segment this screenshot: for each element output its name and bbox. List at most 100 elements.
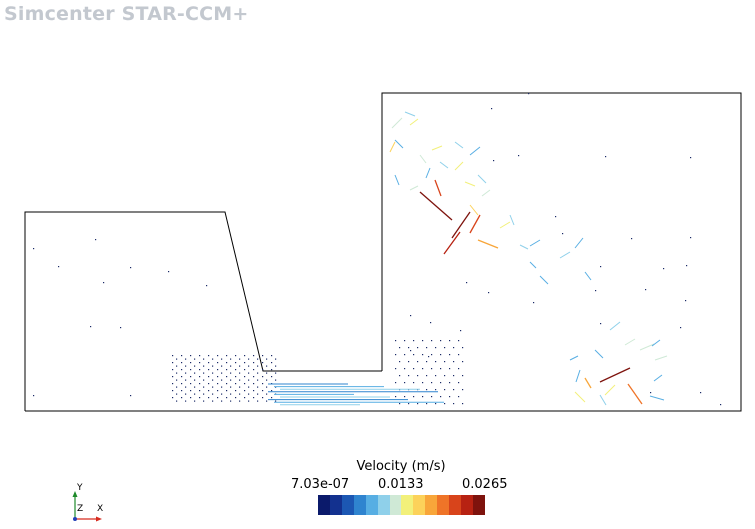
colorbar-swatch [389,495,402,515]
velocity-vector-point [458,354,460,356]
velocity-vector-point [176,393,178,395]
colorbar-swatch [353,495,366,515]
velocity-vector-point [235,362,237,364]
velocity-vector-point [217,376,219,378]
velocity-vector-point [458,368,460,370]
velocity-vector-point [226,376,228,378]
velocity-vector-point [181,369,183,371]
velocity-vector-point [491,108,493,110]
velocity-vector-point [600,266,602,268]
velocity-vector-point [440,396,442,398]
velocity-vector-point [203,358,205,360]
velocity-vector-point [595,290,597,292]
velocity-vector-point [431,382,433,384]
velocity-vector [469,214,481,234]
velocity-vector-point [275,400,277,402]
velocity-vector-point [399,347,401,349]
velocity-vector-point [176,365,178,367]
velocity-vector [574,391,586,403]
velocity-vector-point [686,265,688,267]
velocity-vector-point [488,292,490,294]
velocity-vector-point [248,358,250,360]
velocity-vector-point [449,368,451,370]
velocity-vector-point [235,376,237,378]
velocity-vector-point [266,358,268,360]
velocity-vector-point [208,355,210,357]
velocity-vector-point [239,358,241,360]
velocity-vector [639,343,655,351]
y-axis-label: Y [77,483,83,493]
velocity-vector-point [413,396,415,398]
velocity-vector-point [395,354,397,356]
velocity-vector-point [257,379,259,381]
velocity-vector-point [226,369,228,371]
app-brand-title: Simcenter STAR-CCM+ [4,3,249,25]
velocity-vector [454,141,464,149]
velocity-vector-field [33,93,722,406]
velocity-vector-point [226,362,228,364]
velocity-vector-point [33,395,35,397]
velocity-vector-point [190,362,192,364]
velocity-vector [439,161,449,169]
y-axis-arrowhead [72,491,78,497]
colorbar-swatch [413,495,426,515]
velocity-vector-point [262,383,264,385]
velocity-vector-point [239,365,241,367]
velocity-vector-point [528,93,530,95]
velocity-vector-point [493,160,495,162]
velocity-vector-point [248,400,250,402]
velocity-vector-point [244,390,246,392]
colorbar-swatch [318,495,330,515]
velocity-vector-point [190,369,192,371]
velocity-vector-point [212,400,214,402]
colorbar-swatch [425,495,438,515]
velocity-vector-point [194,400,196,402]
velocity-vector-point [720,404,722,406]
velocity-vector-point [399,375,401,377]
velocity-vector-point [194,393,196,395]
velocity-vector-point [212,372,214,374]
velocity-vector-point [453,375,455,377]
velocity-vector-point [408,403,410,405]
velocity-vector-point [239,393,241,395]
velocity-vector-point [230,372,232,374]
velocity-vector-point [422,396,424,398]
colorbar-swatch [472,495,485,515]
velocity-vector-point [172,355,174,357]
velocity-vector-point [645,289,647,291]
velocity-vector-point [181,376,183,378]
velocity-vector-point [453,361,455,363]
velocity-vector-point [266,379,268,381]
velocity-vector [477,239,499,249]
velocity-vector-point [176,379,178,381]
velocity-vector-point [181,362,183,364]
velocity-vector-point [404,382,406,384]
velocity-vector-point [172,376,174,378]
velocity-vector-point [239,379,241,381]
velocity-vector-point [203,372,205,374]
velocity-vector-point [444,403,446,405]
velocity-vector-point [600,323,602,325]
velocity-vector [624,338,636,346]
velocity-vector-point [453,347,455,349]
colorbar-swatch [437,495,450,515]
velocity-vector [464,181,476,187]
velocity-vector-point [190,376,192,378]
velocity-vector-point [275,365,277,367]
velocity-vector-point [235,397,237,399]
velocity-vector-point [426,389,428,391]
velocity-vector-point [221,365,223,367]
velocity-vector-point [217,362,219,364]
velocity-vector-point [555,216,557,218]
velocity-vector-point [605,156,607,158]
velocity-vector [451,211,471,239]
velocity-vector-point [466,282,468,284]
velocity-vector-point [266,393,268,395]
velocity-vector-point [408,347,410,349]
velocity-vector [481,189,491,197]
velocity-vector [604,384,616,396]
velocity-vector-point [404,340,406,342]
velocity-vector-point [221,372,223,374]
velocity-vector-point [253,362,255,364]
